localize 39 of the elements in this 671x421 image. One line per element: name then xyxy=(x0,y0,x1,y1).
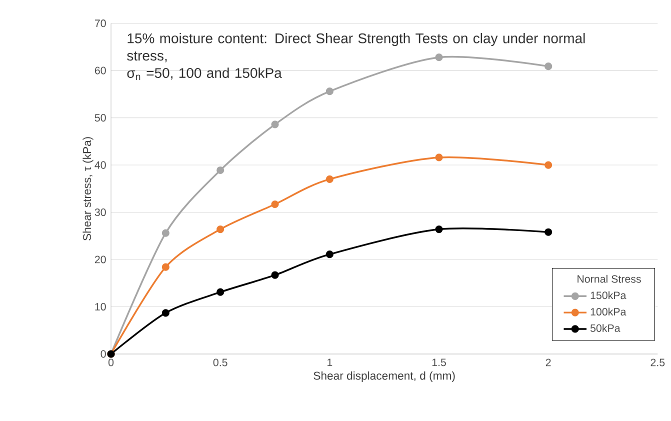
point xyxy=(271,200,279,208)
x-tick-label: 2.5 xyxy=(650,358,665,366)
point xyxy=(544,161,552,169)
legend-label: 100kPa xyxy=(590,308,626,316)
x-tick-label: 1.5 xyxy=(432,358,446,366)
legend-label: 50kPa xyxy=(590,324,620,332)
y-tick-label: 60 xyxy=(94,66,106,74)
y-axis-title: Shear stress, τ (kPa) xyxy=(82,137,94,240)
y-tick-label: 0 xyxy=(100,350,106,358)
point xyxy=(271,271,279,279)
x-axis-title: Shear displacement, d (mm) xyxy=(314,371,455,382)
point xyxy=(435,225,443,234)
y-tick-label: 10 xyxy=(95,302,106,311)
point xyxy=(162,263,170,271)
legend-title: Nornal Stress xyxy=(578,274,641,283)
point xyxy=(544,228,552,236)
x-tick-label: 0 xyxy=(108,358,114,366)
y-tick-label: 50 xyxy=(94,114,106,122)
text: σ$_{n}$ =50, 100 and 150kPa xyxy=(127,68,282,80)
x-tick-label: 1 xyxy=(328,358,332,366)
x-tick-label: 0.5 xyxy=(213,358,228,366)
point xyxy=(435,154,443,162)
point xyxy=(216,166,224,174)
y-tick-label: 20 xyxy=(94,256,106,264)
y-tick-label: 70 xyxy=(94,20,106,28)
point xyxy=(326,250,334,258)
legend-label: 150kPa xyxy=(590,291,626,300)
point xyxy=(216,288,224,296)
point xyxy=(162,309,170,317)
y-tick-label: 40 xyxy=(94,161,106,169)
y-tick-label: 30 xyxy=(94,208,106,216)
point xyxy=(435,54,443,62)
point xyxy=(326,88,334,96)
point xyxy=(326,175,334,184)
point xyxy=(162,229,170,237)
point xyxy=(544,62,552,70)
x-tick-label: 2 xyxy=(546,358,551,366)
point xyxy=(271,120,279,128)
point xyxy=(216,225,224,234)
